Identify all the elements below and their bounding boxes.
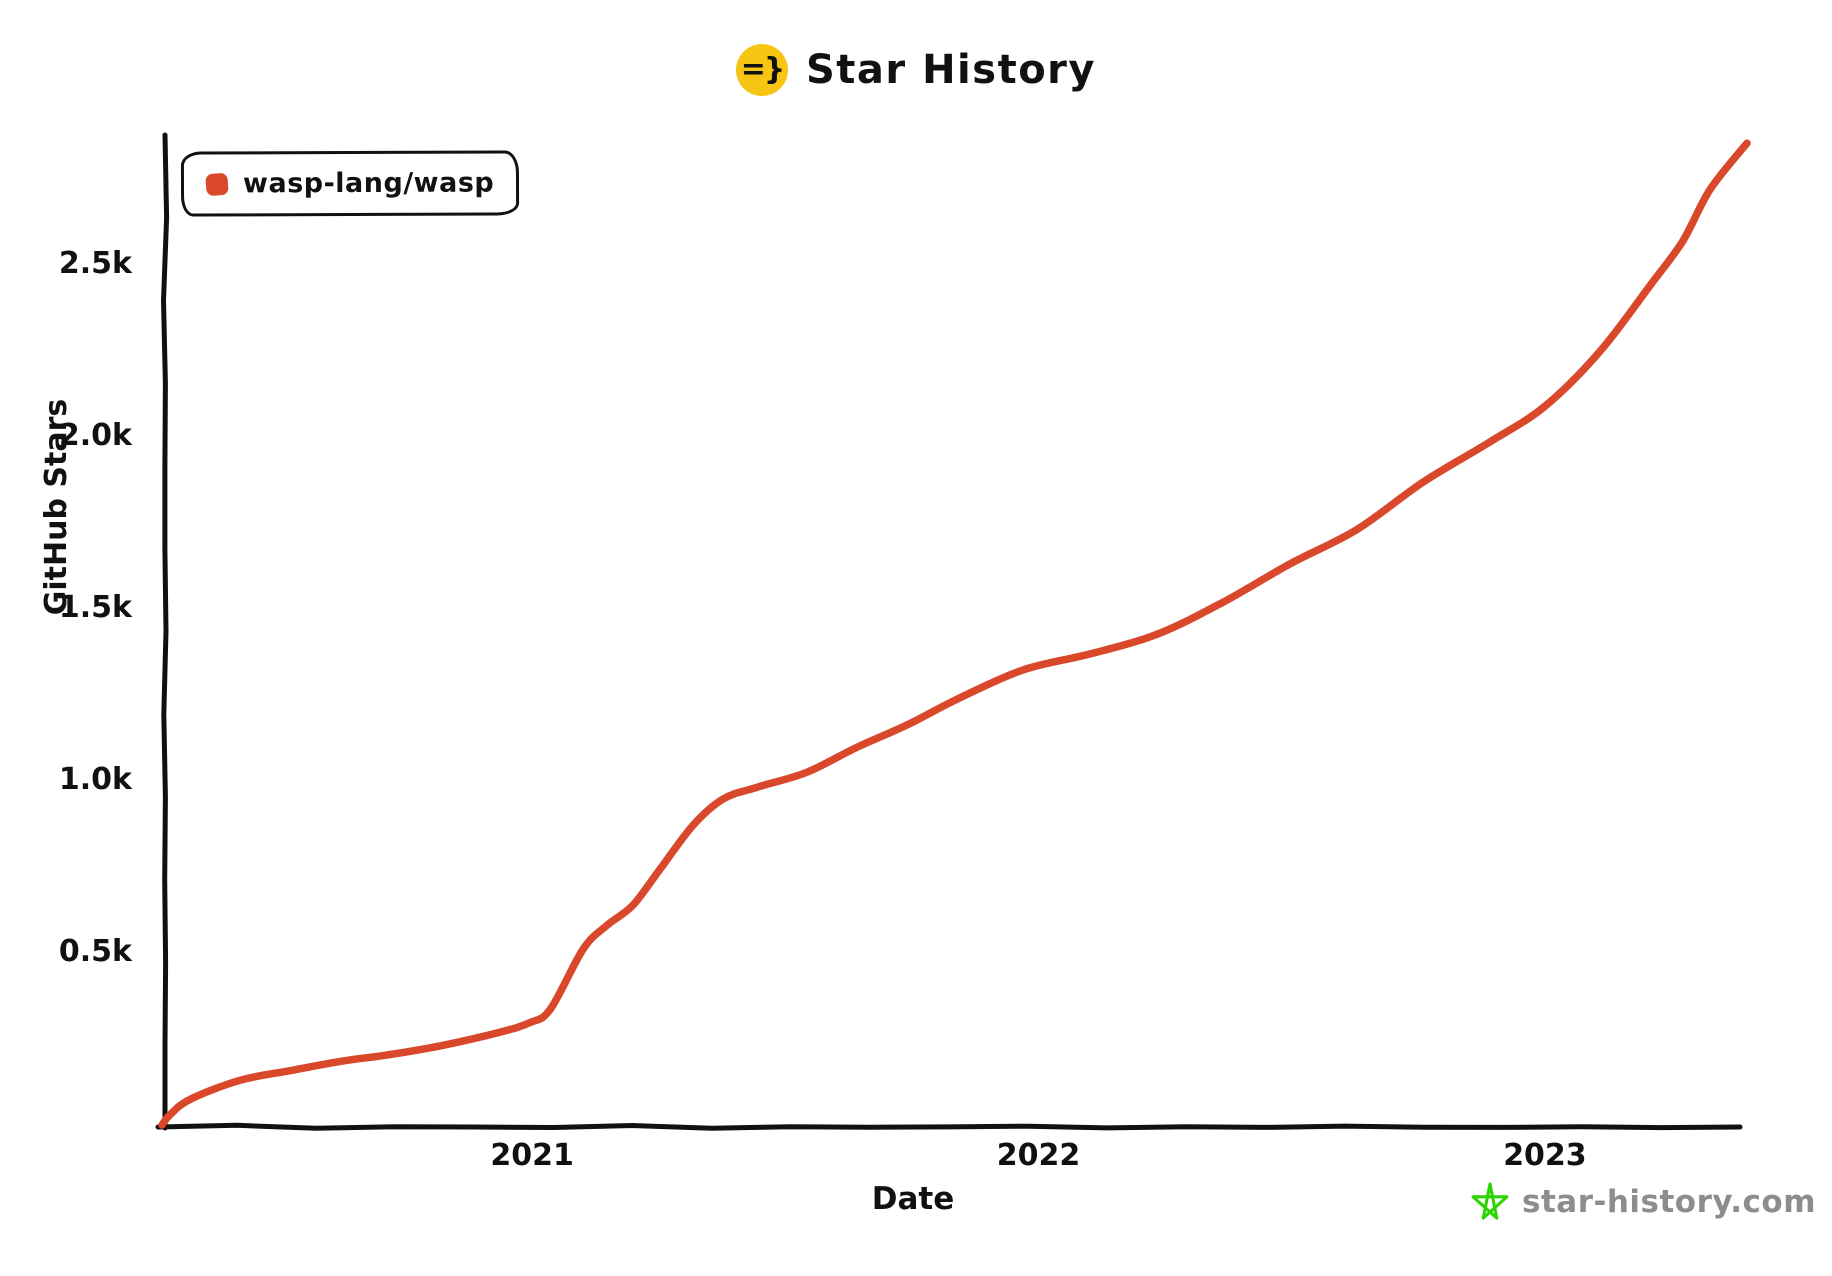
y-axis-tick-label: 2.5k (58, 246, 132, 282)
chart-title-bar: =} Star History (0, 40, 1832, 100)
page-title: Star History (806, 47, 1096, 93)
wasp-logo-glyph: =} (740, 51, 785, 87)
y-axis-title: GitHub Stars (39, 398, 74, 616)
star-icon (1471, 1182, 1509, 1220)
x-axis-line (155, 1122, 1743, 1131)
x-axis-title: Date (871, 1181, 955, 1217)
wasp-logo-icon: =} (736, 44, 788, 96)
y-axis-tick-label: 1.0k (58, 762, 132, 798)
x-axis-tick-label: 2023 (1503, 1138, 1587, 1173)
y-axis-tick-label: 0.5k (58, 934, 132, 970)
watermark-text: star-history.com (1522, 1184, 1817, 1220)
y-axis-tick-label: 1.5k (58, 590, 132, 626)
y-axis-line (161, 132, 170, 1131)
x-axis-tick-label: 2021 (490, 1138, 574, 1173)
y-axis-tick-label: 2.0k (58, 418, 132, 454)
series-line-wasp-lang/wasp (158, 139, 1751, 1129)
watermark-link[interactable]: star-history.com (1468, 1178, 1816, 1226)
x-axis-tick-label: 2022 (996, 1138, 1081, 1173)
